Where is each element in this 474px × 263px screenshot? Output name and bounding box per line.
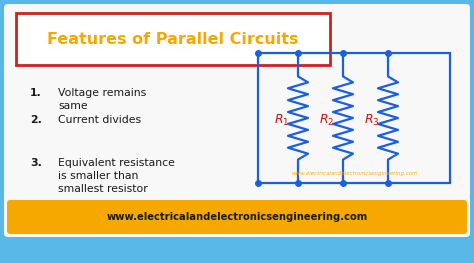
- Text: Current divides: Current divides: [58, 115, 141, 125]
- FancyBboxPatch shape: [4, 4, 470, 237]
- Text: Features of Parallel Circuits: Features of Parallel Circuits: [47, 32, 299, 47]
- FancyBboxPatch shape: [16, 13, 330, 65]
- Text: 3.: 3.: [30, 158, 42, 168]
- FancyBboxPatch shape: [7, 200, 467, 234]
- Text: www.electricalandelectronicsengineering.com: www.electricalandelectronicsengineering.…: [292, 170, 418, 175]
- Text: Voltage remains
same: Voltage remains same: [58, 88, 146, 111]
- Text: $R_2$: $R_2$: [319, 113, 335, 128]
- Text: 1.: 1.: [30, 88, 42, 98]
- Text: www.electricalandelectronicsengineering.com: www.electricalandelectronicsengineering.…: [106, 212, 368, 222]
- Text: Equivalent resistance
is smaller than
smallest resistor: Equivalent resistance is smaller than sm…: [58, 158, 175, 194]
- Text: 2.: 2.: [30, 115, 42, 125]
- Text: $R_1$: $R_1$: [274, 113, 290, 128]
- Text: $R_3$: $R_3$: [364, 113, 380, 128]
